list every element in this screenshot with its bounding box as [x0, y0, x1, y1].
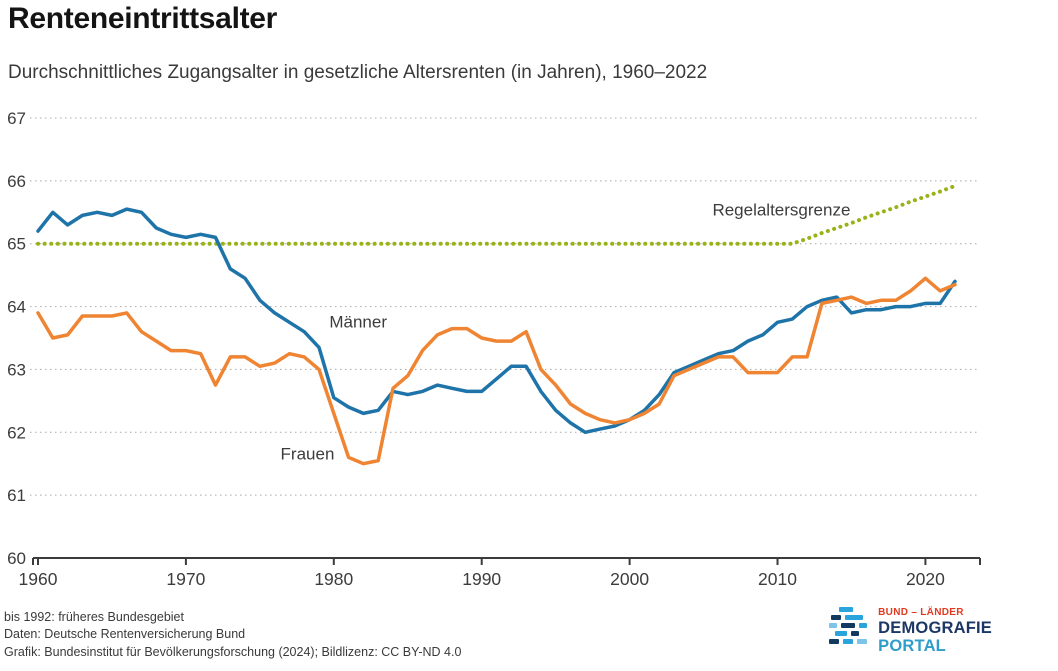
- x-tick-label-1980: 1980: [314, 569, 353, 589]
- x-tick-label-1990: 1990: [462, 569, 501, 589]
- demografie-portal-logo-text: BUND – LÄNDER DEMOGRAFIE PORTAL: [878, 607, 992, 656]
- x-tick-label-2000: 2000: [610, 569, 649, 589]
- x-tick-label-2020: 2020: [906, 569, 945, 589]
- logo-line-portal: PORTAL: [878, 636, 946, 655]
- footnotes: bis 1992: früheres Bundesgebiet Daten: D…: [4, 609, 461, 661]
- x-tick-label-1970: 1970: [166, 569, 205, 589]
- series-line-regelaltersgrenze: [36, 183, 957, 246]
- footnote-data-source: Daten: Deutsche Rentenversicherung Bund: [4, 627, 246, 642]
- y-tick-label-64: 64: [7, 298, 26, 317]
- y-tick-label-61: 61: [7, 486, 26, 505]
- demografie-portal-logo: BUND – LÄNDER DEMOGRAFIE PORTAL: [829, 607, 992, 656]
- page-title: Renteneintrittsalter: [8, 2, 278, 35]
- logo-line-bund-laender: BUND – LÄNDER: [878, 607, 964, 618]
- y-tick-label-67: 67: [7, 109, 26, 128]
- retirement-age-chart: 60 61 62 63 64 65 66 67 1960 1970 1980 1990 2000 2010…: [7, 109, 981, 589]
- series-label-frauen: Frauen: [281, 444, 335, 463]
- series-line-maenner: [36, 207, 957, 435]
- x-tick-label-1960: 1960: [19, 569, 58, 589]
- footnote-license: Grafik: Bundesinstitut für Bevölkerungsf…: [4, 644, 462, 659]
- series-label-mnner: Männer: [329, 312, 387, 331]
- x-tick-label-2010: 2010: [758, 569, 797, 589]
- series-label-regelaltersgrenze: Regelaltersgrenze: [712, 200, 850, 219]
- page-subtitle: Durchschnittliches Zugangsalter in geset…: [8, 62, 708, 83]
- y-tick-label-65: 65: [7, 235, 26, 254]
- y-tick-label-66: 66: [7, 172, 26, 191]
- logo-line-demografie: DEMOGRAFIE: [878, 619, 992, 637]
- series-line-frauen: [36, 276, 957, 466]
- footnote-region: bis 1992: früheres Bundesgebiet: [4, 610, 184, 624]
- y-tick-label-62: 62: [7, 423, 26, 442]
- demografie-portal-logo-icon: [829, 607, 868, 644]
- y-tick-label-63: 63: [7, 360, 26, 379]
- y-tick-label-60: 60: [7, 549, 26, 568]
